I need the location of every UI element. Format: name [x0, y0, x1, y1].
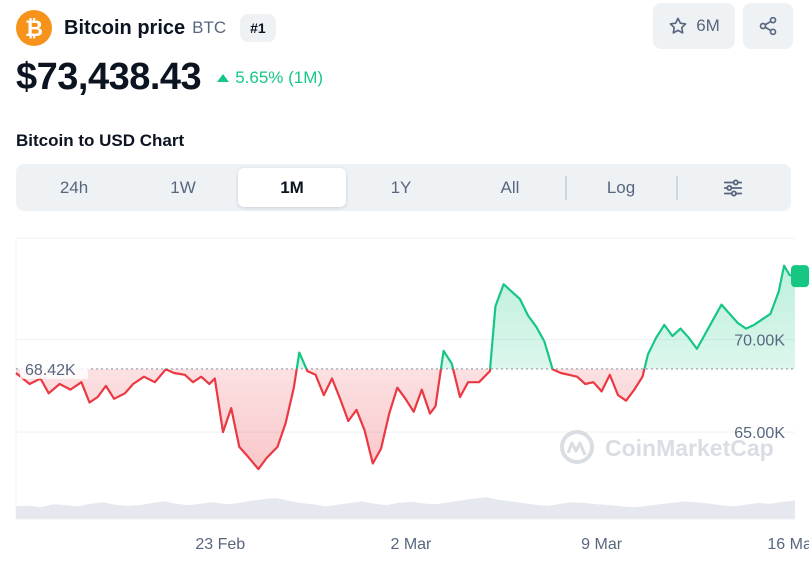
- bitcoin-logo-icon: ₿: [16, 10, 52, 46]
- star-icon: [669, 17, 687, 34]
- watchlist-button[interactable]: 6M: [653, 3, 735, 49]
- watchlist-count: 6M: [696, 16, 720, 35]
- coinmarketcap-watermark: CoinMarketCap: [560, 430, 774, 464]
- price-change-value: 5.65% (1M): [235, 67, 324, 87]
- tab-1m[interactable]: 1M: [238, 168, 346, 207]
- coin-symbol: BTC: [192, 18, 227, 37]
- x-axis-tick-label: 2 Mar: [390, 536, 432, 553]
- coinmarketcap-logo-mark: [566, 441, 587, 456]
- top-actions: 6M: [653, 3, 793, 49]
- reference-label-bg: [20, 358, 88, 379]
- y-axis-tick-label: 70.00K: [734, 333, 785, 350]
- tab-divider: [565, 176, 567, 200]
- price-area-up: [296, 265, 795, 369]
- share-icon: [759, 16, 777, 36]
- coin-header: ₿ Bitcoin price BTC #1: [16, 10, 276, 46]
- price-line-down: [15, 368, 646, 471]
- coinmarketcap-logo-icon: [560, 430, 594, 464]
- tab-divider: [676, 176, 678, 200]
- current-price-marker: [791, 265, 809, 288]
- chart-title: Bitcoin to USD Chart: [16, 131, 185, 150]
- volume-area: [16, 497, 795, 519]
- tab-1y[interactable]: 1Y: [390, 177, 412, 197]
- tab-1w[interactable]: 1W: [170, 177, 196, 197]
- price-chart[interactable]: CoinMarketCap 70.00K 65.00K 23 Feb 2 Mar 9 M…: [0, 225, 809, 570]
- price-chart-svg: CoinMarketCap 70.00K 65.00K 23 Feb 2 Mar 9 M…: [15, 237, 809, 553]
- watermark-text: CoinMarketCap: [605, 435, 774, 461]
- current-price: $73,438.43: [16, 56, 202, 98]
- tab-all[interactable]: All: [500, 177, 520, 197]
- reference-value-label: 68.42K: [25, 362, 76, 379]
- timeframe-tabbar: 24h 1W 1M 1Y All Log: [16, 164, 791, 211]
- coin-name: Bitcoin price: [64, 16, 186, 39]
- rank-badge: #1: [240, 14, 276, 42]
- bitcoin-glyph: ₿: [25, 17, 43, 42]
- price-line-up: [164, 264, 796, 369]
- caret-up-icon: [217, 73, 230, 82]
- bitcoin-glyph-icon: ₿: [25, 17, 43, 42]
- share-button[interactable]: [743, 3, 793, 49]
- price-area-down: [16, 368, 795, 470]
- tab-log[interactable]: Log: [606, 177, 636, 197]
- y-axis-tick-label: 65.00K: [734, 425, 785, 442]
- x-axis-tick-label: 16 Mar: [767, 536, 809, 553]
- chart-settings-button[interactable]: [680, 168, 786, 207]
- sliders-icon: [723, 178, 743, 197]
- x-axis-tick-label: 23 Feb: [195, 536, 245, 553]
- price-change: 5.65% (1M): [217, 68, 323, 88]
- tab-24h[interactable]: 24h: [59, 177, 89, 197]
- price-row: $73,438.43 5.65% (1M): [16, 56, 323, 99]
- x-axis-tick-label: 9 Mar: [581, 536, 623, 553]
